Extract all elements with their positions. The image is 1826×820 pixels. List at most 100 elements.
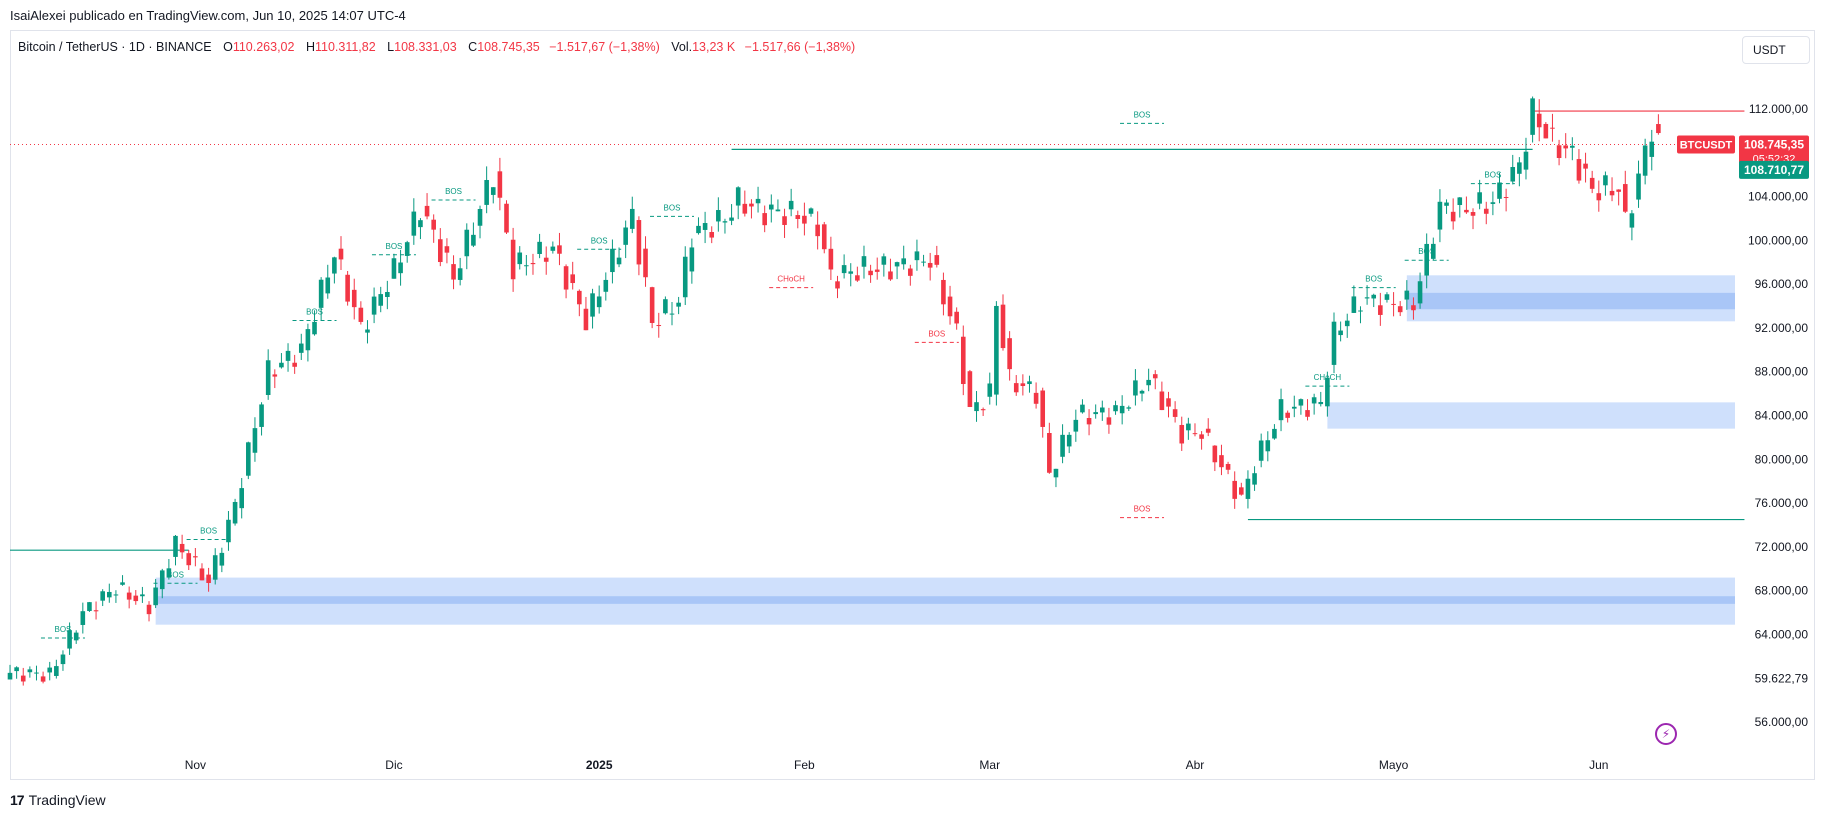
candle (1596, 180, 1602, 212)
candle-body (1159, 391, 1165, 411)
publish-info: IsaiAlexei publicado en TradingView.com,… (10, 8, 406, 23)
candle (219, 547, 225, 573)
candle (874, 257, 880, 280)
candle (1245, 470, 1251, 509)
candle (1113, 400, 1118, 415)
candle (1119, 395, 1125, 425)
candle (1047, 422, 1052, 474)
y-axis-tick-label: 68.000,00 (1755, 584, 1809, 598)
candle-body (490, 187, 496, 195)
candle (27, 666, 33, 678)
candle-body (140, 594, 145, 597)
x-axis-tick-label: 2025 (586, 758, 613, 772)
candle-body (1523, 151, 1529, 170)
candle-body (318, 279, 324, 308)
structure-label: BOS (167, 570, 184, 579)
candle-body (815, 224, 820, 237)
candle-body (1093, 412, 1098, 415)
candle (616, 247, 622, 268)
candle-body (232, 501, 238, 524)
candle (709, 226, 715, 244)
candle (1152, 370, 1158, 390)
candle-body (1265, 440, 1271, 452)
candle-body (689, 247, 695, 272)
candle-body (332, 257, 337, 274)
candle (550, 241, 556, 254)
candle (385, 280, 390, 310)
candle-body (967, 371, 973, 407)
symbol-label[interactable]: Bitcoin / TetherUS · 1D · BINANCE (18, 40, 212, 54)
candle (34, 665, 39, 681)
tradingview-logo[interactable]: 17 TradingView (10, 792, 106, 808)
candle-body (1285, 412, 1290, 418)
candle-body (868, 270, 873, 276)
candle-body (722, 221, 728, 223)
candle-body (226, 519, 231, 543)
candle (1318, 391, 1324, 407)
candle (623, 220, 628, 259)
candle-body (219, 552, 225, 566)
candle (1311, 393, 1317, 415)
candle-body (669, 313, 675, 315)
candle-body (742, 203, 748, 214)
candle-body (696, 225, 701, 234)
candle-body (133, 595, 139, 602)
ticker-label: BTCUSDT (1680, 139, 1733, 151)
candle (841, 254, 847, 279)
candle (338, 236, 344, 270)
candle (563, 264, 569, 299)
candle-body (1411, 305, 1416, 311)
candle (87, 601, 92, 612)
candle (1497, 172, 1502, 204)
candle-body (1636, 173, 1641, 200)
candle-body (1556, 145, 1562, 159)
candle-body (610, 248, 615, 273)
candle-body (537, 241, 542, 254)
candle-body (265, 360, 271, 395)
candle (206, 567, 211, 592)
candle-body (54, 666, 59, 676)
candle (821, 221, 827, 254)
candle-body (629, 208, 635, 229)
candle-body (179, 543, 185, 553)
candle (318, 277, 324, 321)
candle-body (974, 402, 979, 412)
structure-label: BOS (1134, 110, 1151, 119)
candle-body (855, 275, 860, 281)
candle-body (1497, 182, 1502, 199)
y-axis-tick-label: 80.000,00 (1755, 452, 1809, 466)
candle-body (424, 205, 430, 217)
candle (1285, 410, 1290, 423)
candle (1536, 99, 1542, 142)
lightning-icon[interactable]: ⚡ (1655, 723, 1677, 745)
candle-body (1609, 190, 1615, 196)
candle-body (398, 262, 403, 274)
candle (133, 590, 139, 605)
candle (1364, 285, 1370, 305)
structure-label: BOS (386, 242, 403, 251)
candle (232, 498, 238, 526)
candle-body (1384, 294, 1390, 300)
currency-button[interactable]: USDT (1742, 36, 1810, 64)
candle-body (1225, 463, 1231, 470)
candle (226, 511, 231, 551)
candle-body (1020, 383, 1026, 387)
y-axis-tick-label: 92.000,00 (1755, 321, 1809, 335)
candle-body (636, 220, 642, 265)
candle (1344, 313, 1350, 338)
candle-body (325, 277, 331, 294)
candle (808, 207, 814, 217)
candle (140, 586, 145, 603)
secondary-price-value: 108.710,77 (1744, 163, 1804, 177)
candle-body (1378, 305, 1383, 315)
candle-body (1172, 409, 1178, 417)
ticker-tag: BTCUSDT (1677, 135, 1735, 154)
candle (1239, 482, 1244, 496)
y-axis-tick-label: 112.000,00 (1749, 102, 1808, 116)
candle-body (782, 216, 787, 225)
candle (1325, 371, 1330, 417)
candle-body (298, 343, 304, 353)
candle (1225, 461, 1231, 475)
order-block-band (155, 596, 1735, 604)
